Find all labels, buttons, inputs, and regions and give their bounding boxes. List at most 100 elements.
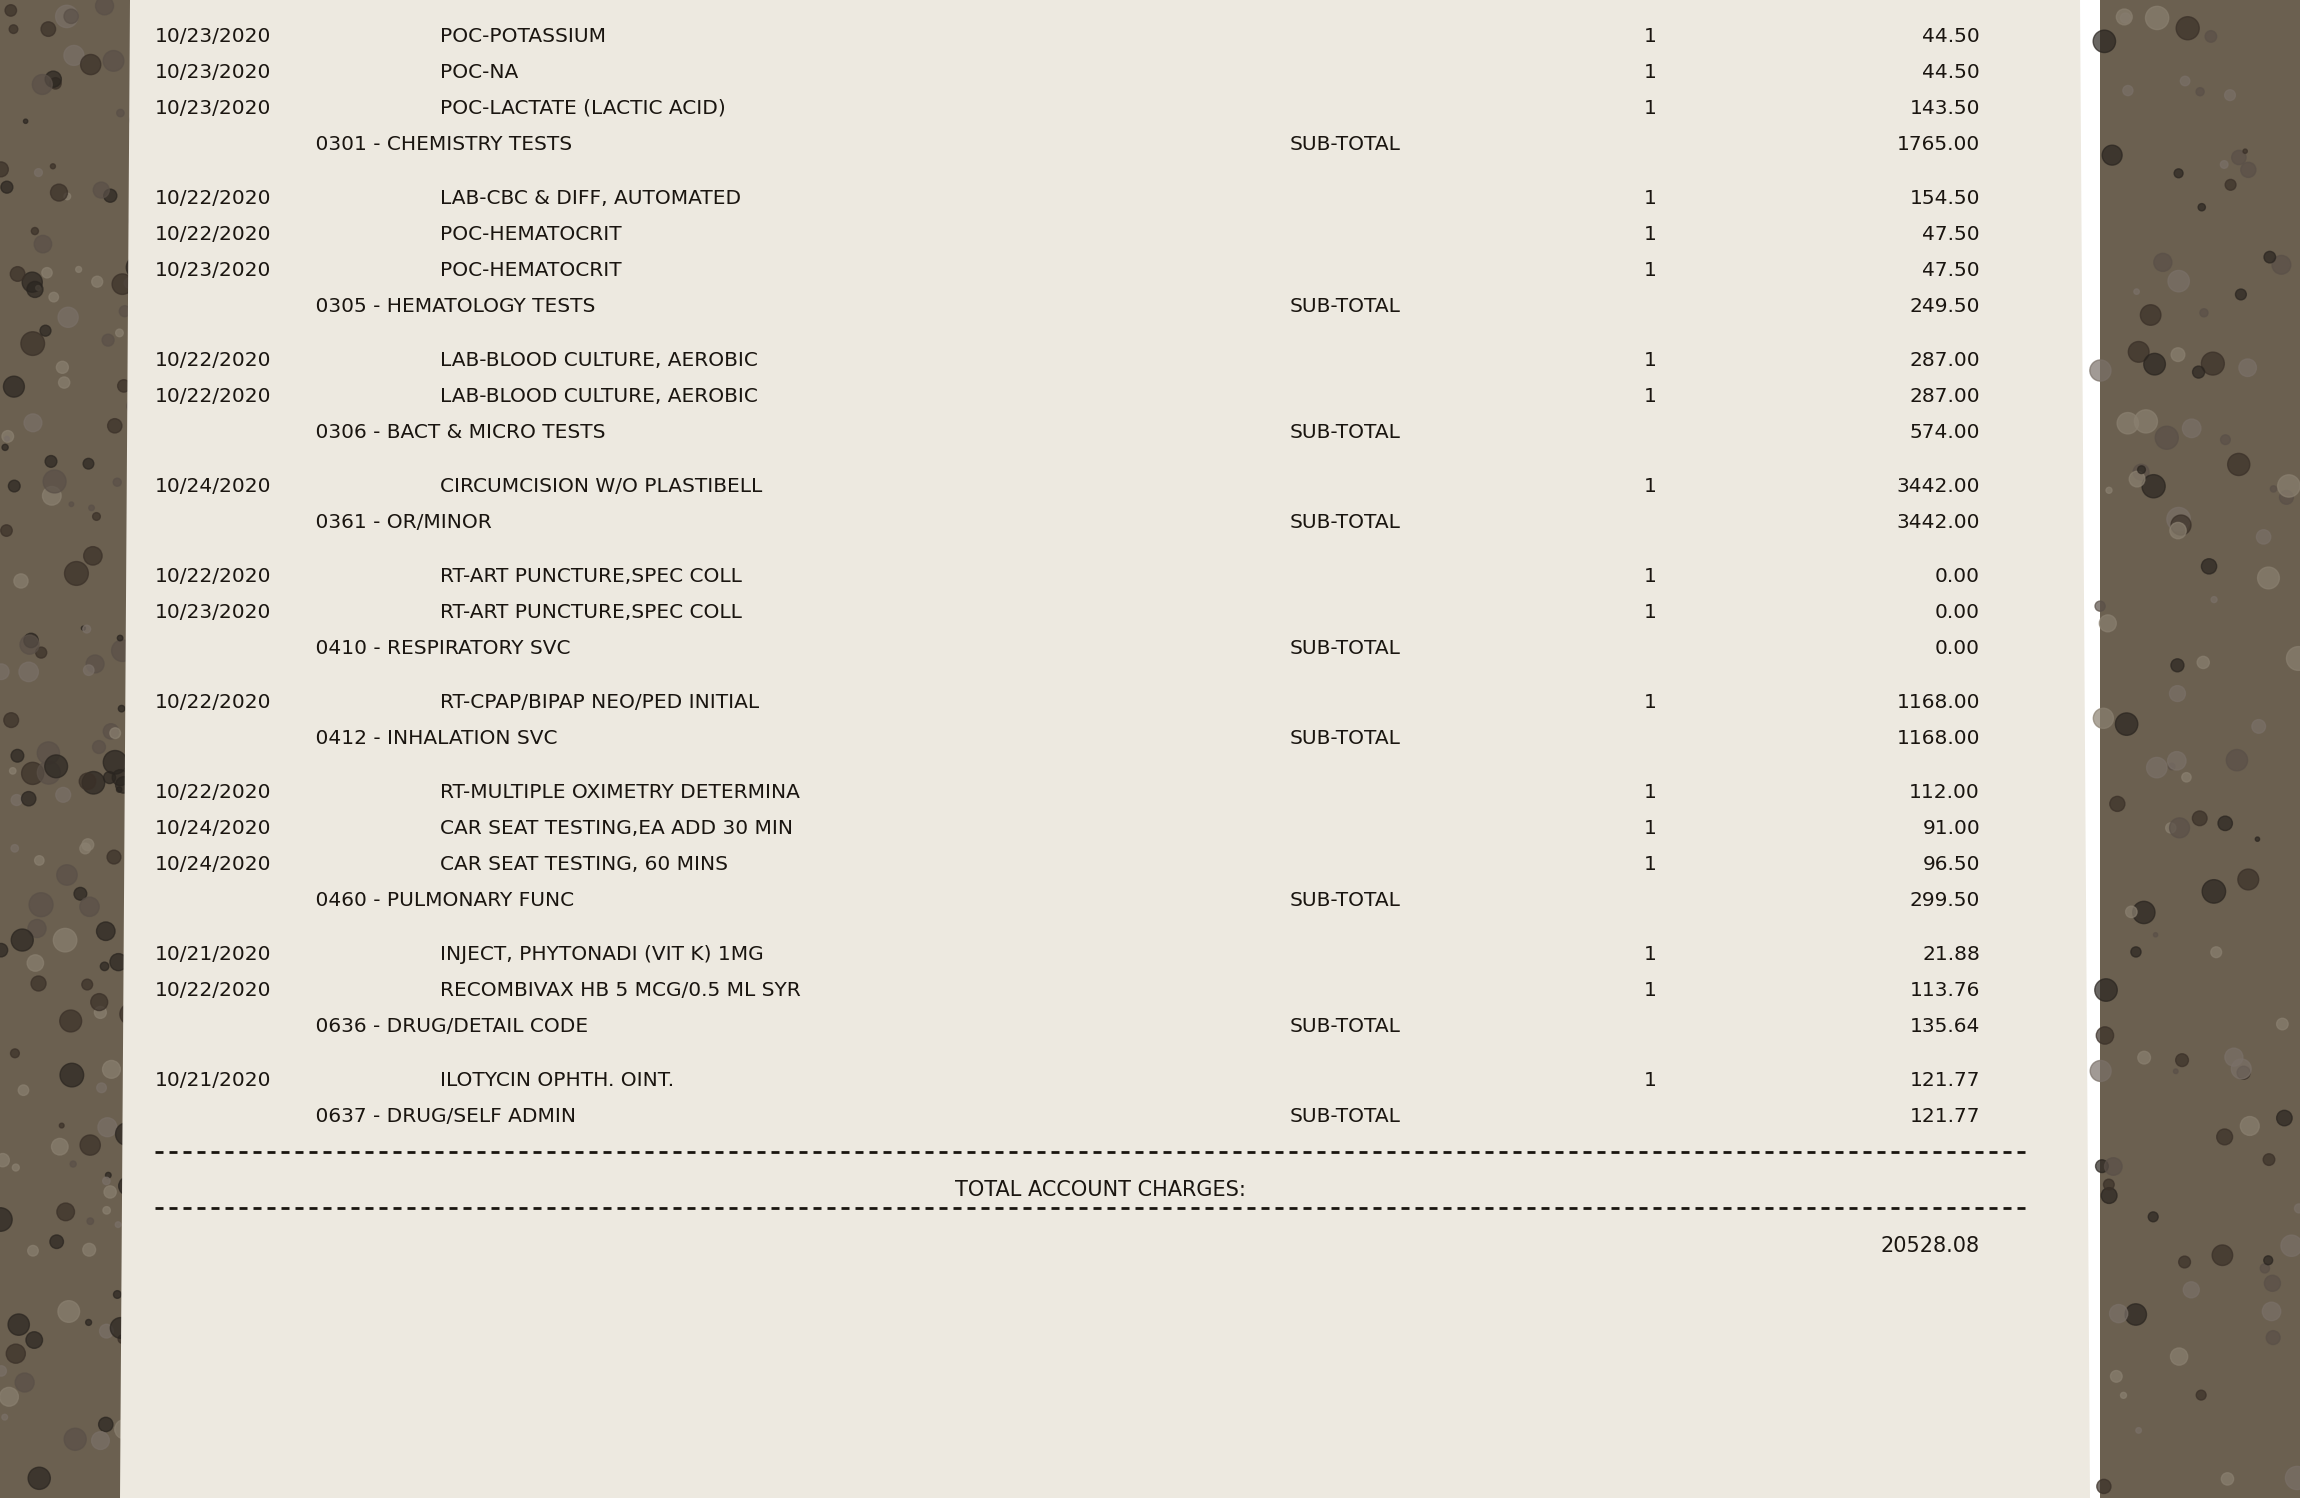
Circle shape [9, 481, 21, 491]
Text: 1: 1 [1644, 566, 1656, 586]
Circle shape [37, 761, 60, 783]
Circle shape [117, 635, 122, 641]
Text: 10/23/2020: 10/23/2020 [154, 261, 271, 280]
Circle shape [94, 1007, 106, 1019]
Text: INJECT, PHYTONADI (VIT K) 1MG: INJECT, PHYTONADI (VIT K) 1MG [439, 945, 764, 963]
Circle shape [2174, 169, 2183, 178]
Circle shape [37, 742, 60, 764]
Circle shape [25, 1332, 41, 1348]
Circle shape [131, 518, 138, 526]
Circle shape [2176, 1053, 2190, 1067]
Circle shape [2091, 1061, 2111, 1082]
Text: 1168.00: 1168.00 [1898, 728, 1980, 748]
Circle shape [18, 662, 39, 682]
Circle shape [104, 724, 120, 739]
Circle shape [0, 162, 9, 177]
Text: 121.77: 121.77 [1909, 1107, 1980, 1125]
Circle shape [81, 1135, 101, 1155]
Text: 10/22/2020: 10/22/2020 [154, 189, 271, 208]
Circle shape [32, 228, 39, 235]
Text: 143.50: 143.50 [1909, 99, 1980, 117]
Text: 10/23/2020: 10/23/2020 [154, 602, 271, 622]
Text: 1: 1 [1644, 782, 1656, 801]
Circle shape [2091, 360, 2111, 380]
Circle shape [55, 6, 78, 27]
Circle shape [28, 1245, 39, 1255]
Text: 1: 1 [1644, 63, 1656, 81]
Circle shape [152, 739, 168, 755]
Text: 3442.00: 3442.00 [1898, 476, 1980, 496]
Circle shape [2134, 289, 2139, 295]
Circle shape [83, 625, 90, 634]
Circle shape [2132, 464, 2148, 479]
Circle shape [2169, 686, 2185, 701]
Circle shape [2130, 947, 2141, 957]
Circle shape [2286, 647, 2300, 671]
Text: CAR SEAT TESTING, 60 MINS: CAR SEAT TESTING, 60 MINS [439, 854, 729, 873]
Text: 113.76: 113.76 [1909, 981, 1980, 999]
Circle shape [120, 1004, 140, 1025]
Circle shape [2144, 354, 2164, 374]
Circle shape [64, 193, 71, 199]
Circle shape [51, 78, 62, 88]
Circle shape [2130, 472, 2146, 487]
Circle shape [0, 1207, 12, 1231]
Circle shape [34, 235, 51, 253]
Circle shape [117, 706, 124, 712]
Circle shape [12, 1049, 18, 1058]
Circle shape [51, 1138, 69, 1155]
Circle shape [113, 478, 122, 487]
Circle shape [41, 268, 53, 279]
Circle shape [2224, 180, 2236, 190]
Circle shape [152, 135, 166, 150]
Circle shape [2183, 1282, 2199, 1297]
Circle shape [124, 963, 138, 975]
Text: 1765.00: 1765.00 [1898, 135, 1980, 153]
Text: 96.50: 96.50 [1923, 854, 1980, 873]
Circle shape [2137, 466, 2146, 473]
Text: POC-LACTATE (LACTIC ACID): POC-LACTATE (LACTIC ACID) [439, 99, 727, 117]
Circle shape [2171, 348, 2185, 361]
Text: 135.64: 135.64 [1909, 1017, 1980, 1035]
Circle shape [110, 954, 126, 971]
Circle shape [104, 771, 115, 783]
Circle shape [2104, 1179, 2114, 1189]
Circle shape [2093, 709, 2114, 728]
Circle shape [117, 379, 131, 392]
Circle shape [7, 1344, 25, 1363]
Circle shape [133, 430, 150, 446]
Circle shape [2252, 719, 2266, 733]
Circle shape [2146, 758, 2167, 777]
Circle shape [104, 1186, 117, 1198]
Circle shape [69, 502, 74, 506]
Circle shape [99, 1118, 117, 1137]
Circle shape [83, 458, 94, 469]
Circle shape [2169, 764, 2176, 770]
Circle shape [2153, 253, 2171, 271]
Circle shape [156, 539, 163, 547]
Circle shape [60, 1010, 83, 1032]
Circle shape [81, 843, 90, 854]
Circle shape [115, 776, 131, 792]
Circle shape [2095, 601, 2104, 611]
Circle shape [2220, 160, 2229, 168]
Text: 10/22/2020: 10/22/2020 [154, 351, 271, 370]
Circle shape [81, 626, 85, 631]
Circle shape [2192, 810, 2208, 825]
Circle shape [2263, 1153, 2275, 1165]
Text: 10/22/2020: 10/22/2020 [154, 566, 271, 586]
Circle shape [126, 256, 150, 279]
Circle shape [51, 1234, 64, 1248]
Circle shape [2240, 1116, 2259, 1135]
Text: 1: 1 [1644, 27, 1656, 45]
Text: SUB-TOTAL: SUB-TOTAL [1290, 728, 1401, 748]
Circle shape [2201, 879, 2226, 903]
Circle shape [2238, 1067, 2249, 1079]
Text: 10/22/2020: 10/22/2020 [154, 692, 271, 712]
Circle shape [2121, 1392, 2128, 1398]
Circle shape [5, 713, 18, 728]
Circle shape [2279, 490, 2293, 505]
Circle shape [12, 1164, 18, 1171]
Circle shape [113, 1291, 122, 1299]
Circle shape [106, 1173, 110, 1177]
